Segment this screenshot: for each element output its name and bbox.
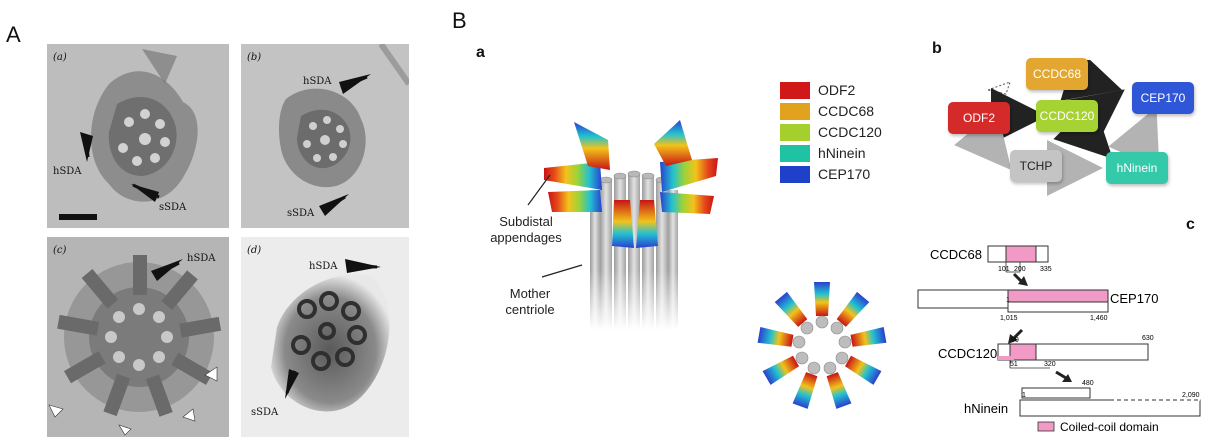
domain-map: 101 200 335 CCDC68 1 1,015 1,460 CEP170 …: [917, 245, 1201, 434]
legend-item-ccdc68: CCDC68: [780, 101, 874, 121]
callout-mother-centriole: Mother centriole: [505, 286, 555, 317]
tick-ccdc68-335: 335: [1040, 266, 1052, 273]
panel-label-b: b: [932, 40, 942, 57]
micrograph-a: hSDA sSDA (a): [47, 44, 229, 228]
panel-label-A: A: [6, 22, 21, 47]
callout-subdistal-appendages: Subdistal appendages: [490, 214, 562, 245]
legend-item-ccdc120: CCDC120: [780, 122, 882, 142]
legend-item-cep170: CEP170: [780, 164, 870, 184]
label-cep170: CEP170: [1110, 291, 1158, 306]
label-hsda-d: hSDA: [309, 261, 338, 272]
node-ccdc68: CCDC68: [1026, 58, 1088, 90]
label-hninein: hNinein: [964, 401, 1008, 416]
tick-cep170-1460: 1,460: [1090, 315, 1108, 322]
label-ssda-b: sSDA: [287, 208, 315, 219]
legend-item-hninein: hNinein: [780, 143, 865, 163]
node-odf2: ODF2: [948, 102, 1010, 134]
legend-swatch-cep170: [780, 165, 810, 183]
tick-cep170-1: 1: [1006, 297, 1010, 304]
node-hninein: hNinein: [1106, 152, 1168, 184]
node-tchp: TCHP: [1010, 150, 1062, 182]
label-ccdc68: CCDC68: [930, 247, 982, 262]
tick-cep170-1015: 1,015: [1000, 315, 1018, 322]
node-ccdc120: CCDC120: [1036, 100, 1098, 132]
panel-label-B: B: [452, 8, 467, 33]
tag-c: (c): [53, 245, 67, 256]
legend-item-odf2: ODF2: [780, 80, 855, 100]
tick-hninein-480: 480: [1082, 380, 1094, 387]
legend-swatch-ccdc120: [780, 123, 810, 141]
tag-b: (b): [247, 52, 261, 63]
legend-label-odf2: ODF2: [818, 82, 856, 98]
tick-ccdc68-200: 200: [1014, 266, 1026, 273]
legend-swatch-odf2: [780, 81, 810, 99]
coiled-coil-swatch: [1037, 421, 1055, 432]
node-cep170: CEP170: [1132, 82, 1194, 114]
micrograph-d: hSDA sSDA (d): [241, 237, 409, 437]
centriole-model: [544, 120, 718, 330]
legend-label-ccdc68: CCDC68: [818, 103, 875, 119]
tag-a: (a): [53, 52, 67, 63]
coiled-coil-legend-label: Coiled-coil domain: [1060, 420, 1159, 434]
tick-hninein-2090: 2,090: [1182, 392, 1200, 399]
tick-hninein-1: 1: [1022, 392, 1026, 399]
tick-ccdc120-90: 90: [1011, 337, 1019, 344]
micrograph-b: hSDA sSDA (b): [241, 44, 409, 228]
label-ccdc120: CCDC120: [938, 346, 997, 361]
legend-swatch-hninein: [780, 144, 810, 162]
centriole-top-view: [757, 282, 887, 409]
legend-swatch-ccdc68: [780, 102, 810, 120]
label-hsda-a: hSDA: [53, 166, 82, 177]
legend-label-cep170: CEP170: [818, 166, 871, 182]
callout-lines: [527, 174, 583, 278]
label-ssda-a: sSDA: [159, 202, 187, 213]
tick-ccdc120-320: 320: [1044, 361, 1056, 368]
micrograph-c: hSDA (c): [47, 237, 229, 437]
network-arrows: [954, 60, 1160, 196]
label-hsda-b: hSDA: [303, 76, 332, 87]
legend-label-hninein: hNinein: [818, 145, 866, 161]
label-ssda-d: sSDA: [251, 407, 279, 418]
legend-label-ccdc120: CCDC120: [818, 124, 882, 140]
tick-ccdc120-51: 51: [1010, 361, 1018, 368]
tick-ccdc120-630: 630: [1142, 335, 1154, 342]
tick-ccdc68-101: 101: [998, 266, 1010, 273]
panel-label-a: a: [476, 44, 485, 61]
tag-d: (d): [247, 245, 261, 256]
label-hsda-c: hSDA: [187, 253, 216, 264]
panel-label-c: c: [1186, 216, 1195, 233]
legend: ODF2 CCDC68 CCDC120 hNinein CEP170: [780, 80, 900, 190]
